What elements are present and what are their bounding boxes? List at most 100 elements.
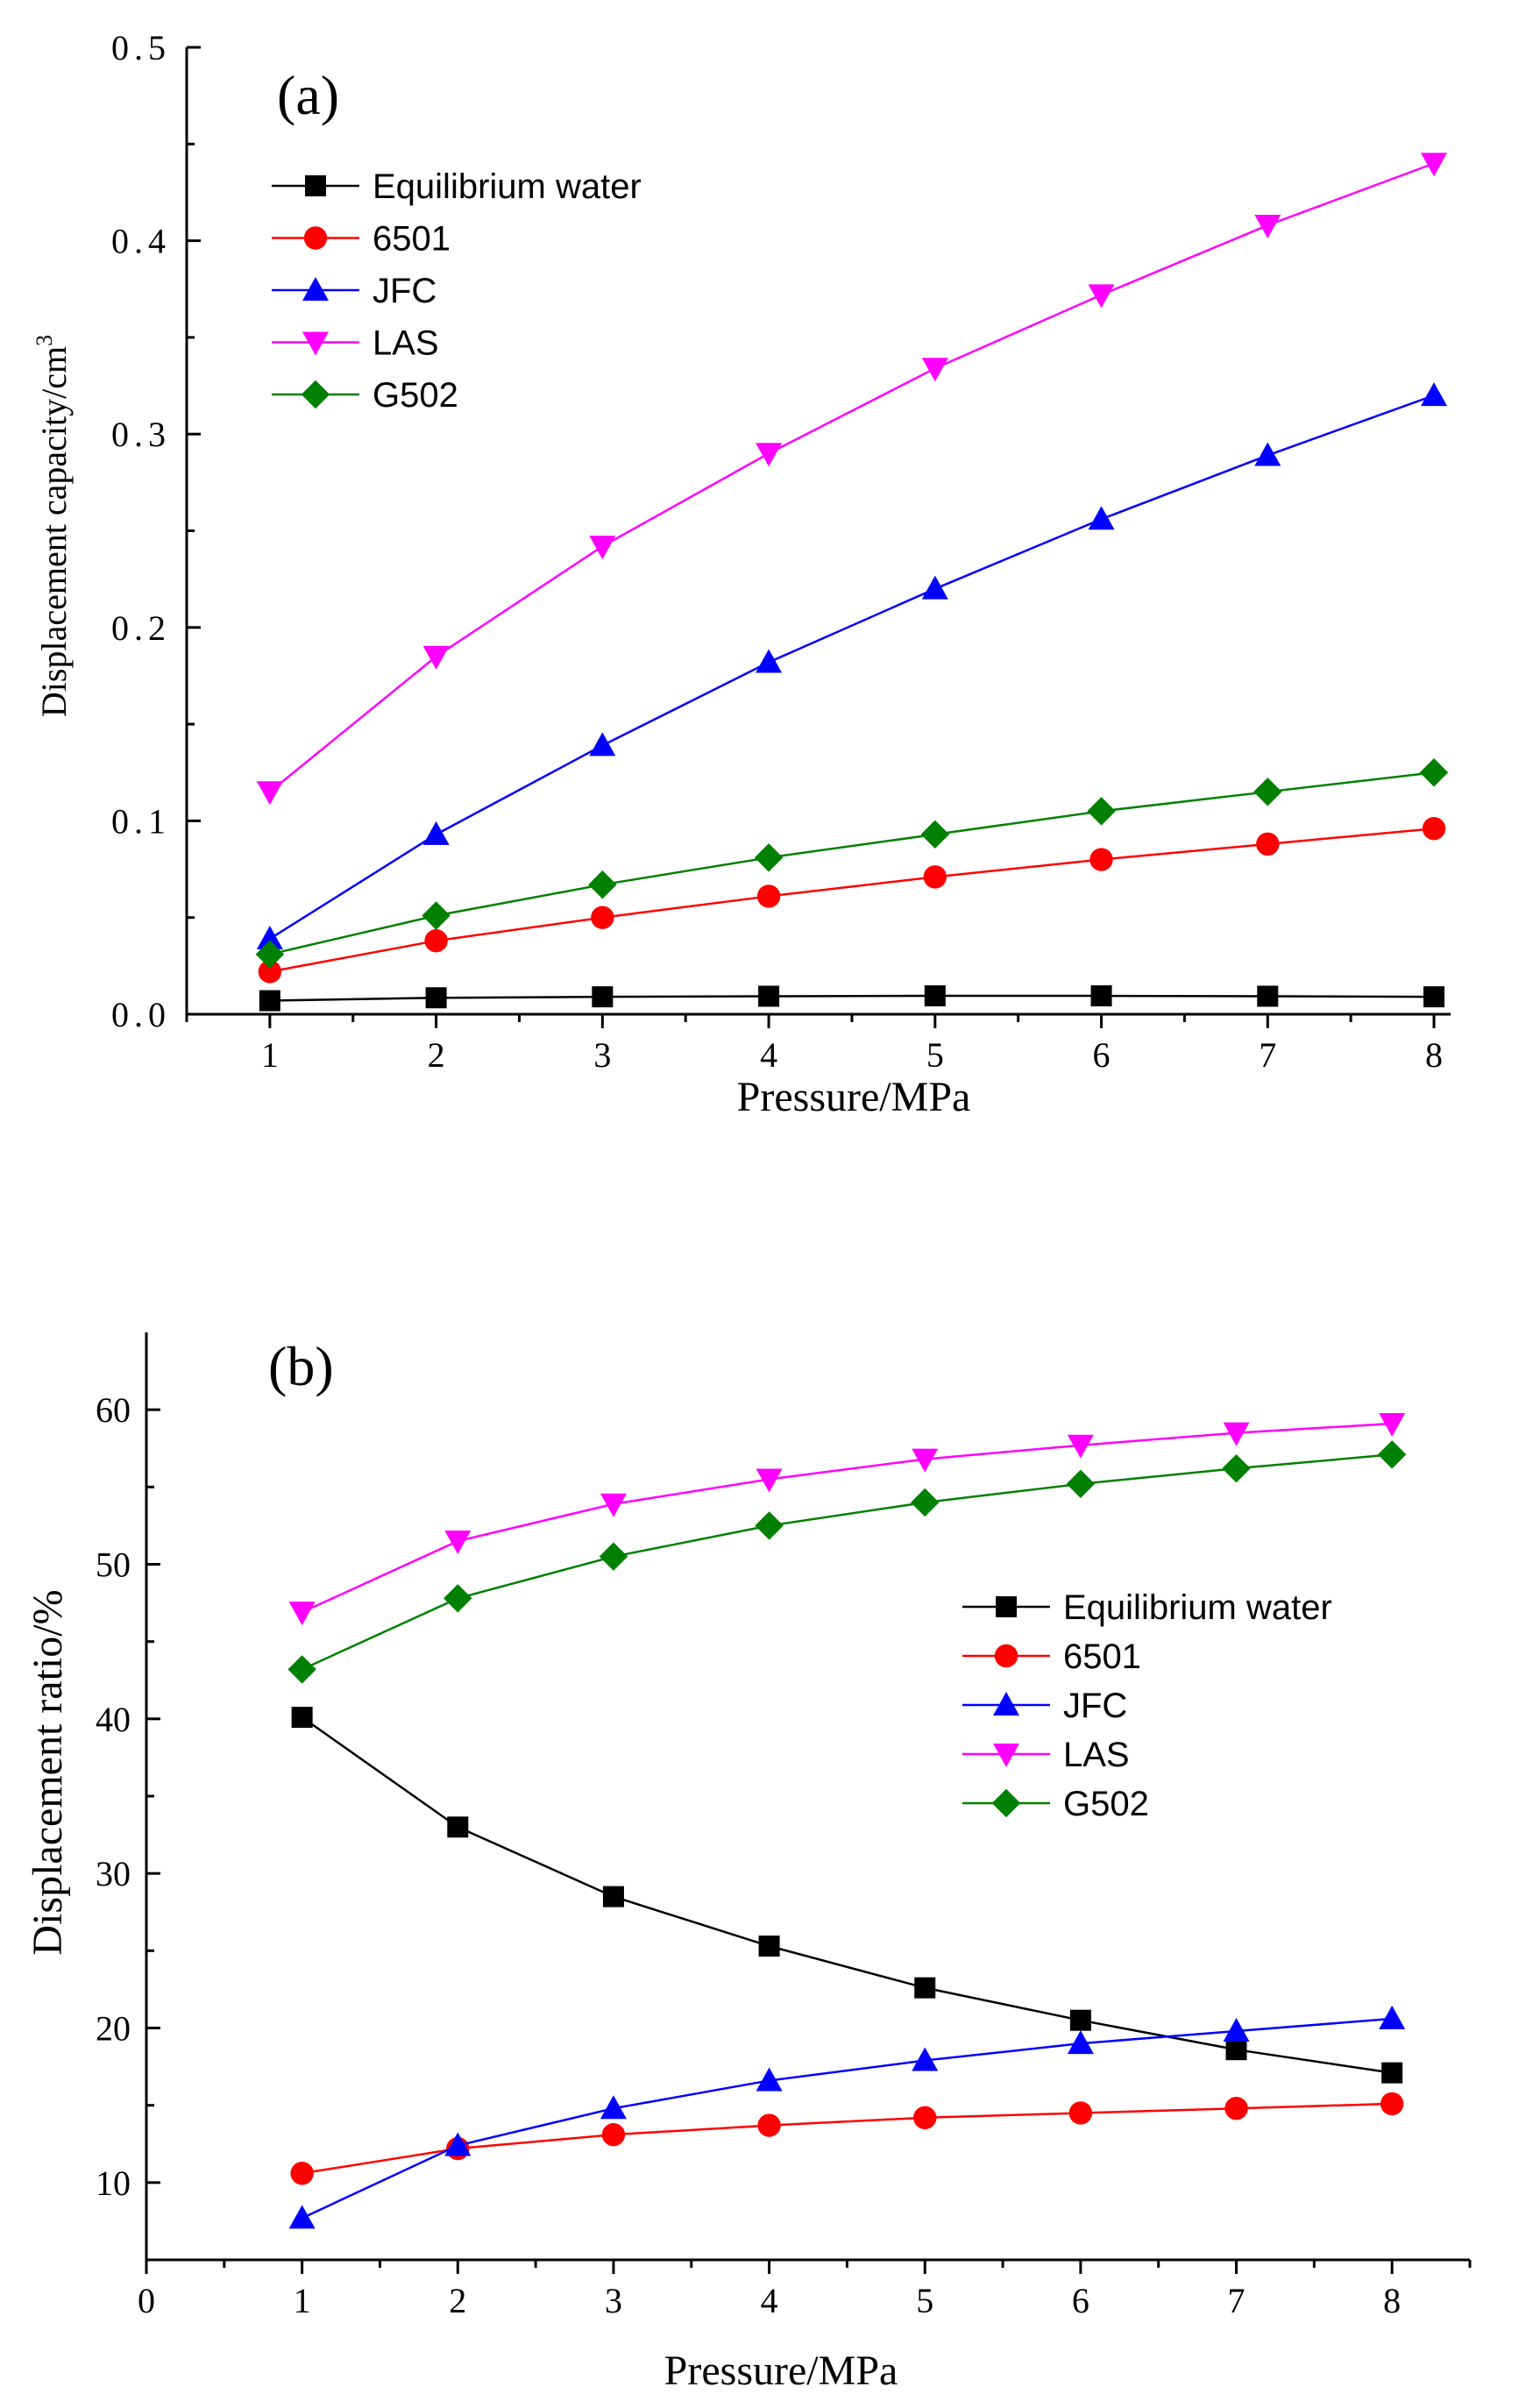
data-point-las — [589, 536, 616, 560]
legend-label-las: LAS — [373, 324, 439, 363]
legend-label-6501: 6501 — [373, 220, 451, 259]
data-point-g502 — [1222, 1453, 1251, 1483]
legend-marker-g502 — [991, 1788, 1021, 1818]
data-point-jfc — [1254, 442, 1281, 466]
x-tick-label: 2 — [428, 1035, 445, 1075]
series-equilibrium-water — [291, 1707, 1403, 2084]
series-jfc — [256, 382, 1448, 949]
series-las — [256, 153, 1448, 806]
data-point-g502 — [1087, 797, 1116, 826]
x-tick-label: 3 — [605, 2281, 622, 2320]
data-point-6501 — [923, 865, 947, 889]
data-point-jfc — [756, 2067, 783, 2092]
series-6501 — [258, 817, 1446, 984]
data-point-g502 — [911, 1488, 940, 1517]
data-point-equilibrium-water — [758, 1936, 780, 1957]
legend-marker-las — [993, 1744, 1019, 1767]
series-line-jfc — [302, 2017, 1393, 2220]
data-point-jfc — [921, 575, 948, 600]
legend-label-g502: G502 — [1063, 1785, 1149, 1823]
data-point-equilibrium-water — [758, 985, 780, 1007]
x-tick-label: 2 — [449, 2281, 466, 2320]
data-point-jfc — [600, 2095, 627, 2120]
data-point-jfc — [756, 649, 783, 673]
data-point-las — [1379, 1413, 1406, 1438]
x-tick-label: 7 — [1259, 1035, 1276, 1075]
x-tick-label: 0 — [138, 2281, 155, 2320]
data-point-equilibrium-water — [914, 1977, 936, 1999]
y-tick-label: 0.0 — [111, 995, 171, 1034]
data-point-equilibrium-water — [425, 987, 447, 1009]
data-point-jfc — [1379, 2005, 1406, 2029]
data-point-equilibrium-water — [1423, 986, 1445, 1008]
data-point-g502 — [422, 901, 451, 930]
panel-b-displacement-ratio-chart: 10 20 30 40 50 60 0 1 2 3 4 5 6 7 8 Pressure/MPa Displac… — [25, 1332, 1472, 2394]
y-axis-title: Displacement ratio/% — [25, 1589, 71, 1955]
data-point-jfc — [1088, 506, 1115, 530]
data-point-las — [422, 645, 450, 670]
legend-marker-equilibrium-water — [996, 1596, 1017, 1617]
data-point-g502 — [588, 870, 617, 899]
data-point-jfc — [589, 732, 616, 757]
panel-a-displacement-capacity-chart: 0.0 0.1 0.2 0.3 0.4 0.5 1 2 3 4 5 6 7 8 Pressure/MPa Di… — [32, 28, 1451, 1120]
data-point-equilibrium-water — [1090, 985, 1112, 1007]
data-point-las — [756, 443, 783, 467]
y-tick-label: 0.5 — [111, 28, 171, 67]
y-axis-title: Displacement capacity/cm3 — [32, 335, 74, 717]
legend-label-equilibrium-water: Equilibrium water — [373, 167, 642, 206]
x-tick-label: 6 — [1093, 1035, 1111, 1075]
data-point-g502 — [1377, 1440, 1407, 1469]
legend-marker-6501 — [303, 226, 328, 250]
legend-marker-las — [302, 331, 329, 356]
series-line-equilibrium-water — [301, 1716, 1393, 2074]
data-point-equilibrium-water — [592, 986, 614, 1008]
legend-label-g502: G502 — [373, 376, 458, 415]
data-point-las — [600, 1493, 627, 1517]
data-point-las — [1088, 284, 1115, 309]
series-line-jfc — [269, 394, 1435, 941]
legend: Equilibrium water 6501 JFC LAS G502 — [962, 1588, 1332, 1823]
y-tick-label: 10 — [96, 2163, 131, 2203]
data-point-6501 — [591, 906, 614, 929]
series-line-g502 — [269, 771, 1435, 955]
data-point-las — [1223, 1422, 1250, 1446]
x-axis-title: Pressure/MPa — [737, 1074, 971, 1120]
legend-label-6501: 6501 — [1063, 1637, 1141, 1676]
data-point-jfc — [422, 820, 450, 845]
data-point-las — [756, 1468, 783, 1493]
data-point-las — [288, 1602, 316, 1626]
x-tick-label: 3 — [593, 1035, 611, 1075]
data-point-las — [444, 1531, 472, 1555]
panel-label: (b) — [268, 1335, 334, 1397]
x-tick-label: 5 — [916, 2281, 933, 2320]
data-point-6501 — [290, 2162, 314, 2185]
y-tick-label: 0.2 — [111, 608, 171, 648]
series-line-equilibrium-water — [269, 994, 1435, 1002]
data-point-las — [921, 358, 948, 382]
y-tick-label: 0.1 — [111, 801, 171, 841]
x-tick-label: 4 — [760, 1035, 777, 1075]
data-point-equilibrium-water — [1381, 2062, 1403, 2084]
data-point-equilibrium-water — [1069, 2009, 1091, 2031]
data-point-6501 — [1068, 2101, 1093, 2125]
series-line-6501 — [302, 2102, 1393, 2175]
legend-marker-jfc — [302, 277, 329, 301]
y-tick-label: 50 — [96, 1545, 131, 1585]
data-point-6501 — [424, 928, 448, 953]
data-point-g502 — [1253, 778, 1282, 806]
data-point-jfc — [444, 2132, 472, 2156]
y-tick-label: 30 — [96, 1854, 131, 1893]
data-point-6501 — [1422, 817, 1446, 841]
panel-label: (a) — [277, 64, 339, 126]
data-point-equilibrium-water — [602, 1886, 624, 1907]
data-point-equilibrium-water — [259, 990, 280, 1012]
data-point-equilibrium-water — [924, 985, 946, 1007]
x-tick-label: 8 — [1383, 2281, 1401, 2320]
x-tick-label: 4 — [761, 2281, 778, 2320]
data-point-6501 — [756, 884, 781, 908]
data-point-g502 — [255, 940, 285, 969]
legend-marker-g502 — [301, 380, 330, 409]
data-point-equilibrium-water — [1257, 985, 1279, 1007]
x-tick-label: 5 — [926, 1035, 944, 1075]
